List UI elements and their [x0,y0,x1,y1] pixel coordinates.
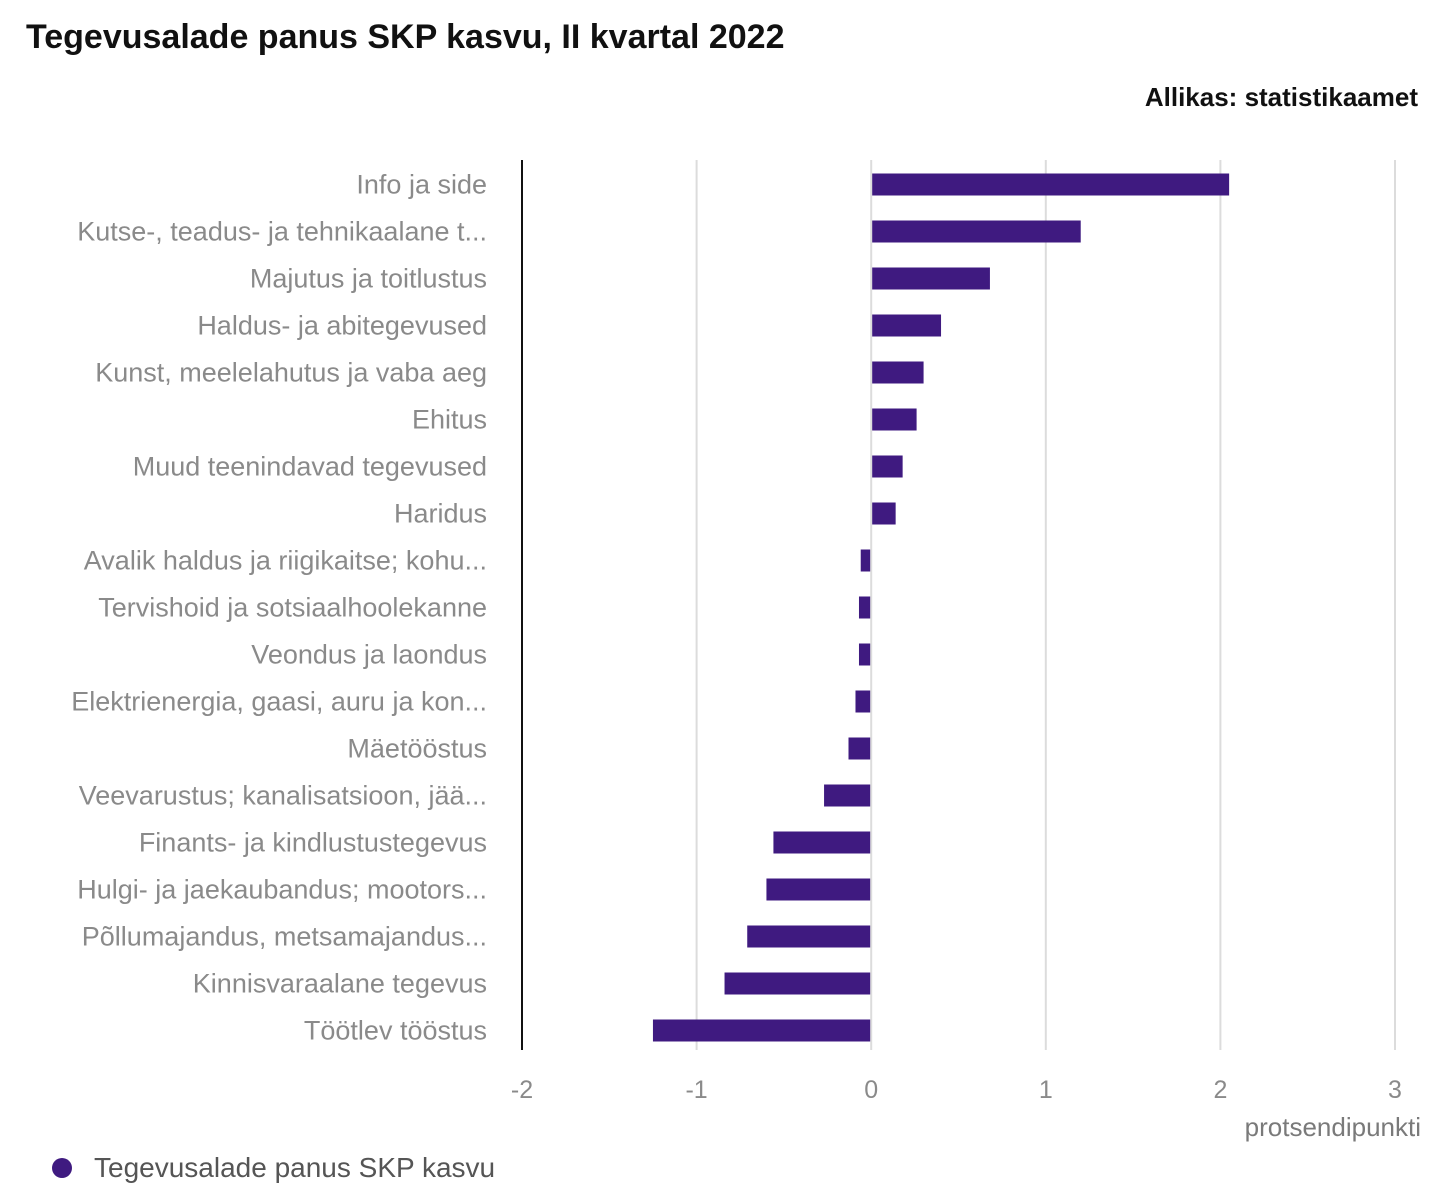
x-tick-label: 0 [864,1076,878,1104]
category-label: Kutse-, teadus- ja tehnikaalane t... [77,217,487,247]
category-label: Haridus [394,499,487,529]
category-label: Töötlev tööstus [304,1016,487,1046]
category-label: Tervishoid ja sotsiaalhoolekanne [98,593,487,623]
category-label: Elektrienergia, gaasi, auru ja kon... [71,687,487,717]
category-label: Finants- ja kindlustustegevus [139,828,487,858]
x-axis-label: protsendipunkti [1245,1112,1421,1142]
bar [652,1019,871,1042]
legend: Tegevusalade panus SKP kasvu [52,1152,495,1184]
bar [872,220,1081,243]
x-tick-label: 2 [1213,1076,1227,1104]
bar [872,361,924,384]
category-label: Kinnisvaraalane tegevus [193,969,487,999]
category-label: Hulgi- ja jaekaubandus; mootors... [77,875,487,905]
bar [824,784,871,807]
category-label: Muud teenindavad tegevused [133,452,487,482]
category-label: Ehitus [412,405,487,435]
bar [872,502,896,525]
category-label: Veevarustus; kanalisatsioon, jää... [79,781,487,811]
bar [773,831,871,854]
bar [858,596,871,619]
bar [872,455,903,478]
bar [766,878,871,901]
legend-swatch [52,1158,72,1178]
bar [872,267,990,290]
category-label: Avalik haldus ja riigikaitse; kohu... [84,546,487,576]
category-label: Kunst, meelelahutus ja vaba aeg [95,358,487,388]
bar [872,173,1230,196]
x-tick-label: 3 [1388,1076,1402,1104]
legend-label: Tegevusalade panus SKP kasvu [94,1152,496,1183]
source-label: Allikas: statistikaamet [1144,82,1418,112]
bar [724,972,871,995]
bar [860,549,871,572]
bar [872,314,942,337]
bar [855,690,871,713]
bar [872,408,917,431]
bar [747,925,871,948]
bar [848,737,871,760]
category-label: Haldus- ja abitegevused [197,311,487,341]
x-tick-label: -1 [685,1076,707,1104]
x-tick-label: 1 [1039,1076,1053,1104]
bar [858,643,871,666]
category-label: Majutus ja toitlustus [250,264,487,294]
category-label: Veondus ja laondus [251,640,487,670]
x-tick-label: -2 [511,1076,533,1104]
category-label: Põllumajandus, metsamajandus... [82,922,487,952]
category-label: Mäetööstus [347,734,487,764]
category-label: Info ja side [356,170,487,200]
chart-title: Tegevusalade panus SKP kasvu, II kvartal… [26,18,785,56]
